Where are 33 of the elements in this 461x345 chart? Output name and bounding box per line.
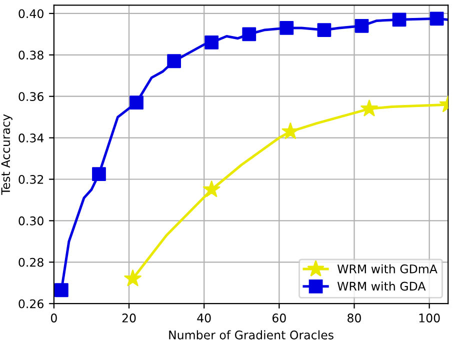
point (202, 180, 220, 198)
point (282, 122, 300, 140)
point (280, 21, 294, 35)
x-axis-title: Number of Gradient Oracles (169, 330, 334, 340)
y-tick-label: 0.38 (18, 50, 44, 60)
x-tick-label: 0 (50, 314, 57, 322)
y-tick-label: 0.28 (18, 258, 44, 267)
point (430, 12, 444, 26)
y-axis-title: Test Accuracy (1, 114, 12, 195)
y-tick-label: 0.26 (18, 299, 44, 308)
x-tick-label: 20 (122, 314, 136, 322)
point (167, 54, 182, 68)
y-tick-label: 0.36 (18, 92, 44, 102)
point (92, 167, 106, 182)
y-tick-label: 0.30 (18, 216, 44, 226)
point (54, 283, 68, 298)
point (124, 270, 142, 286)
y-tick-label: 0.40 (18, 9, 44, 18)
point (242, 27, 256, 42)
x-tick-label: 80 (348, 314, 361, 322)
point (130, 96, 144, 110)
x-tick-label: 40 (197, 314, 211, 322)
point (317, 23, 332, 37)
point (360, 100, 378, 116)
point (392, 12, 406, 27)
legend-label: WRM with GDA (337, 282, 426, 291)
point (204, 36, 219, 50)
point (354, 18, 369, 33)
y-tick-label: 0.32 (18, 174, 44, 184)
x-tick-label: 60 (272, 314, 286, 322)
legend-label: WRM with GDmA (337, 264, 438, 274)
y-tick-label: 0.34 (18, 134, 44, 142)
x-tick-label: 100 (419, 314, 440, 322)
